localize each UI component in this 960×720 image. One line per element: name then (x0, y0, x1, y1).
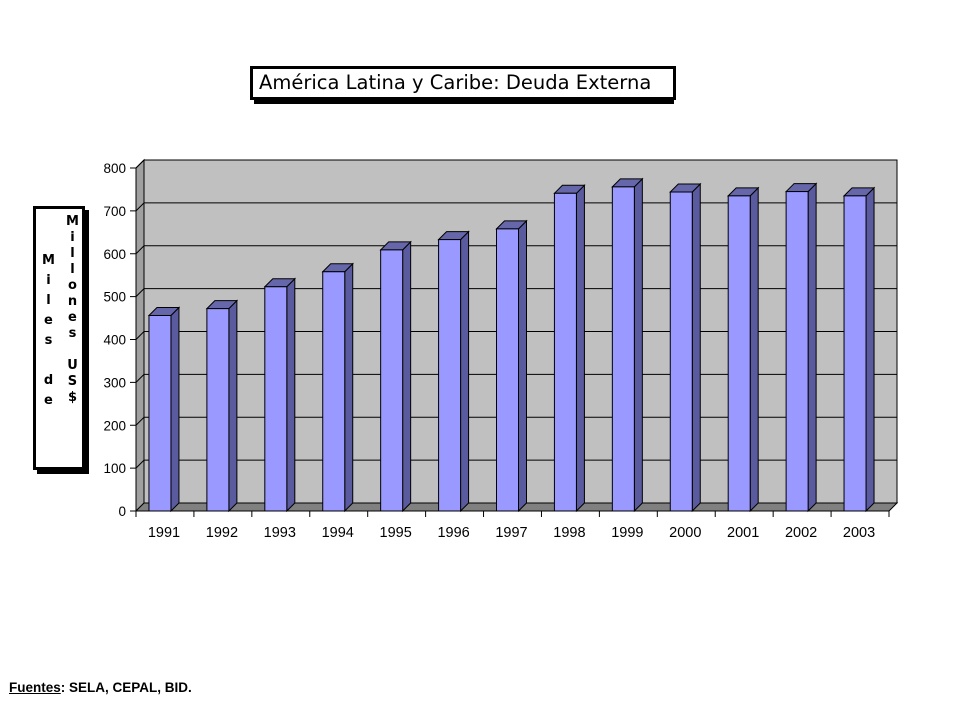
bar (553, 192, 577, 512)
x-tick-label: 2001 (727, 525, 759, 541)
x-tick-label: 2002 (785, 525, 817, 541)
x-tick-label: 1999 (611, 525, 643, 541)
y-tick-label: 300 (103, 375, 126, 390)
x-tick-label: 1997 (495, 525, 527, 541)
chart-title: América Latina y Caribe: Deuda Externa (250, 66, 676, 100)
x-tick-label: 2003 (843, 525, 875, 541)
bar (785, 191, 809, 512)
bar-side (807, 182, 817, 513)
bar-side (286, 277, 296, 513)
bar (496, 228, 519, 512)
y-tick-label: 500 (103, 290, 126, 305)
y-axis-label-letter: s (44, 333, 53, 348)
gridline (135, 459, 897, 469)
y-tick-label: 200 (103, 418, 126, 433)
gridline (135, 245, 897, 255)
x-tick-label: 2000 (669, 525, 701, 541)
x-tick-label: 1992 (206, 525, 238, 541)
x-tick-label: 1995 (380, 525, 412, 541)
y-axis-label-letter (46, 354, 51, 367)
bar (148, 314, 172, 512)
y-axis-label-letter: e (44, 313, 53, 328)
gridline (135, 373, 897, 383)
x-tick-label: 1991 (148, 525, 180, 541)
y-axis-label-letter: e (68, 310, 77, 325)
bar-side (633, 177, 643, 513)
bar-side (460, 230, 470, 513)
bar-side (749, 186, 759, 513)
bar-side (344, 262, 354, 513)
bar (843, 195, 867, 512)
bar-side (518, 219, 527, 513)
bar (669, 191, 693, 512)
gridline (135, 202, 897, 212)
bar (322, 271, 346, 512)
bar (206, 308, 230, 512)
bar (611, 186, 635, 512)
y-tick-label: 800 (103, 161, 126, 176)
y-tick-label: 0 (118, 504, 126, 519)
gridline (135, 288, 897, 297)
bar (727, 195, 751, 512)
y-axis-label-letter: n (67, 294, 78, 309)
y-tick-label: 600 (103, 247, 126, 262)
x-tick-label: 1994 (322, 525, 354, 541)
y-axis-label-letter: d (43, 373, 54, 388)
y-tick-label: 400 (103, 333, 126, 348)
y-axis-label-letter: $ (67, 390, 77, 405)
x-tick-label: 1996 (437, 525, 469, 541)
bar (380, 249, 404, 512)
y-tick-label: 700 (103, 204, 126, 219)
bar-side (228, 299, 238, 513)
sources-text: : SELA, CEPAL, BID. (60, 680, 192, 695)
y-axis-label-letter: M (66, 214, 79, 229)
x-tick-label: 1993 (264, 525, 296, 541)
gridline (135, 159, 897, 169)
bar-side (402, 240, 412, 513)
gridline (135, 416, 897, 426)
y-axis-label-letter: e (44, 393, 53, 408)
y-axis-label-letter: l (70, 262, 75, 277)
y-axis-label-letter: U (67, 358, 78, 373)
x-tick-label: 1998 (553, 525, 585, 541)
y-axis-label-letter: M (42, 253, 55, 268)
y-axis-label-letter: o (68, 278, 77, 293)
y-axis-label-letter: i (70, 230, 75, 245)
bar (264, 286, 288, 512)
y-axis-label-letter: l (70, 246, 75, 261)
gridline (135, 331, 897, 340)
y-axis-label-letter: i (46, 273, 51, 288)
sources-note: Fuentes: SELA, CEPAL, BID. (9, 680, 192, 695)
y-axis-label-letter: l (46, 293, 51, 308)
bar-side (865, 186, 875, 513)
bar (438, 239, 462, 512)
sources-label: Fuentes (9, 680, 61, 695)
y-axis-label-letter (70, 343, 75, 356)
bar-side (575, 184, 585, 513)
y-axis-label-letter: S (67, 374, 78, 389)
bar-side (691, 182, 701, 513)
bar-side (170, 306, 180, 513)
y-tick-label: 100 (103, 461, 126, 476)
y-axis-label-letter: s (68, 326, 77, 341)
